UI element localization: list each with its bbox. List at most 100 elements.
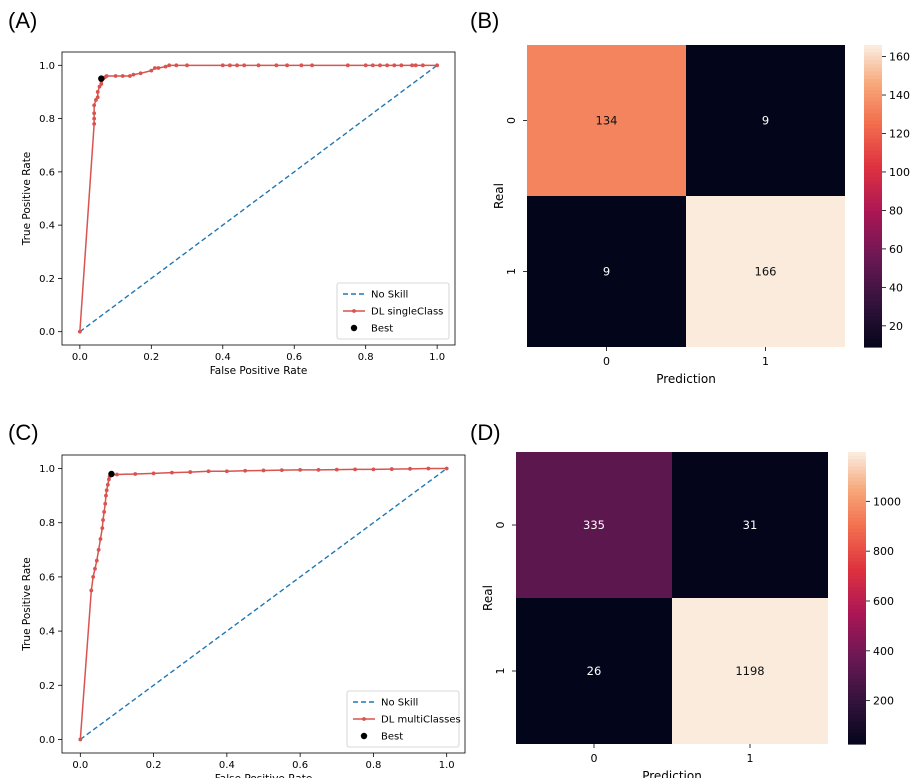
roc2-roc-point xyxy=(104,493,108,498)
roc0-y-axis-label: True Positive Rate xyxy=(21,152,33,247)
heat3-colorbar-band xyxy=(848,517,866,522)
heat1-colorbar-band xyxy=(864,101,882,106)
roc0-roc-point xyxy=(156,66,161,70)
roc0-roc-point xyxy=(131,72,136,77)
roc2-legend-best-label: Best xyxy=(381,732,403,743)
heat3-colorbar-band xyxy=(848,557,866,563)
heat3-colorbar-band xyxy=(848,674,866,679)
heat3-colorbar-band xyxy=(848,546,866,552)
heat1-colorbar-band xyxy=(864,324,882,329)
heat3-colorbar-band xyxy=(848,608,866,614)
heat1-colorbar-band xyxy=(864,162,882,167)
roc2-roc-point xyxy=(444,466,449,471)
roc0-roc-point xyxy=(399,63,404,68)
roc0-roc-point xyxy=(97,84,102,89)
heat3-colorbar-band xyxy=(848,598,866,603)
roc0-x-tick-label: 0.4 xyxy=(215,352,231,363)
heat1-colorbar-band xyxy=(864,320,882,325)
heat3-colorbar-band xyxy=(848,656,866,661)
heat3-colorbar-band xyxy=(848,535,866,541)
heat1-colorbar-band xyxy=(864,52,882,57)
heat1-colorbar-band xyxy=(864,260,882,265)
heat1-colorbar-band xyxy=(864,75,882,80)
heat3-colorbar-band xyxy=(848,725,866,730)
heat1-colorbar-band xyxy=(864,105,882,110)
heat1-colorbar-band xyxy=(864,267,882,273)
roc2-no-skill-line xyxy=(79,467,448,741)
heat3-y-tick-label: 1 xyxy=(494,668,507,675)
heat1-colorbar-band xyxy=(864,328,882,333)
heat1-colorbar-band xyxy=(864,263,882,269)
heat1-colorbar-band xyxy=(864,335,882,341)
heat1-colorbar-band xyxy=(864,279,882,284)
roc0-roc-point xyxy=(242,63,247,68)
heat1-colorbar-band xyxy=(864,309,882,314)
heat1-colorbar-band xyxy=(864,290,882,295)
heat3-colorbar-band xyxy=(848,462,866,468)
heat3-colorbar-band xyxy=(848,678,866,683)
heat1-colorbar-band xyxy=(864,45,882,50)
heat3-colorbar-band xyxy=(848,550,866,555)
roc0-roc-point xyxy=(92,122,97,126)
heat3-cell xyxy=(516,452,672,598)
heat1-colorbar-band xyxy=(864,301,882,307)
heat1-colorbar-band xyxy=(864,229,882,235)
roc0-roc-point xyxy=(92,111,97,116)
roc2-roc-point xyxy=(98,537,103,541)
heat3-colorbar-band xyxy=(848,634,866,639)
roc0-roc-point xyxy=(95,95,100,100)
roc2-roc-point xyxy=(371,467,376,472)
roc0-roc-point xyxy=(94,98,98,102)
roc0-legend-box xyxy=(336,282,450,340)
heat1-colorbar-band xyxy=(864,199,882,205)
roc0-roc-point xyxy=(285,63,289,68)
heat3-cell xyxy=(516,598,672,744)
heat3-colorbar-band xyxy=(848,619,866,625)
heat3-colorbar-band xyxy=(848,583,866,588)
heat3-cell-value: 31 xyxy=(743,518,758,532)
roc2-x-tick-label: 0.6 xyxy=(292,760,308,771)
heat1-y-tick-label: 1 xyxy=(505,268,518,275)
heat3-colorbar-tick-label: 600 xyxy=(873,595,894,608)
roc2-x-tick-label: 0.4 xyxy=(219,760,235,771)
roc0-x-tick-label: 0.0 xyxy=(72,352,88,363)
heat1-cell xyxy=(686,45,845,196)
roc2-roc-point xyxy=(151,471,156,476)
heat1-colorbar-band xyxy=(864,294,882,299)
roc2-best-point xyxy=(108,470,115,478)
heat1-colorbar-band xyxy=(864,169,882,174)
heat3-colorbar-tick-label: 800 xyxy=(873,545,894,558)
heat1-colorbar-band xyxy=(864,60,882,65)
heat3-colorbar-band xyxy=(848,638,866,643)
heat3-colorbar-band xyxy=(848,652,866,657)
heat1-colorbar-band xyxy=(864,256,882,261)
roc0-x-tick-label: 0.2 xyxy=(143,352,159,363)
heat1-colorbar-band xyxy=(864,116,882,122)
roc0-roc-point xyxy=(228,63,232,68)
heat3-colorbar-band xyxy=(848,711,866,716)
roc0-roc-point xyxy=(220,63,225,68)
roc2-y-tick-label: 0.6 xyxy=(39,572,55,583)
roc0-x-tick-label: 1.0 xyxy=(429,352,445,363)
heat1-cell xyxy=(686,196,845,347)
heat1-colorbar-tick-label: 100 xyxy=(889,166,910,179)
heat1-colorbar-band xyxy=(864,131,882,137)
heat1-colorbar-band xyxy=(864,165,882,171)
roc2-y-tick-label: 0.8 xyxy=(39,518,55,529)
roc2-roc-point xyxy=(101,518,105,522)
panel-label-b: (B) xyxy=(470,8,500,33)
heat3-colorbar-band xyxy=(848,510,866,515)
roc2-y-tick-label: 0.2 xyxy=(39,681,55,692)
heat3-colorbar-band xyxy=(848,543,866,548)
heat1-colorbar-band xyxy=(864,124,882,129)
roc2-roc-point xyxy=(96,547,101,552)
heat1-x-tick-label: 0 xyxy=(603,355,610,368)
roc2-roc-point xyxy=(261,468,266,473)
roc0-roc-point xyxy=(167,63,172,68)
heat1-colorbar-band xyxy=(864,233,882,239)
heat1-colorbar-band xyxy=(864,313,882,318)
roc0-y-tick-label: 0.8 xyxy=(39,114,55,125)
roc2-x-tick-label: 0.2 xyxy=(146,760,162,771)
heat3-colorbar-band xyxy=(848,692,866,698)
roc2-roc-point xyxy=(89,588,94,593)
